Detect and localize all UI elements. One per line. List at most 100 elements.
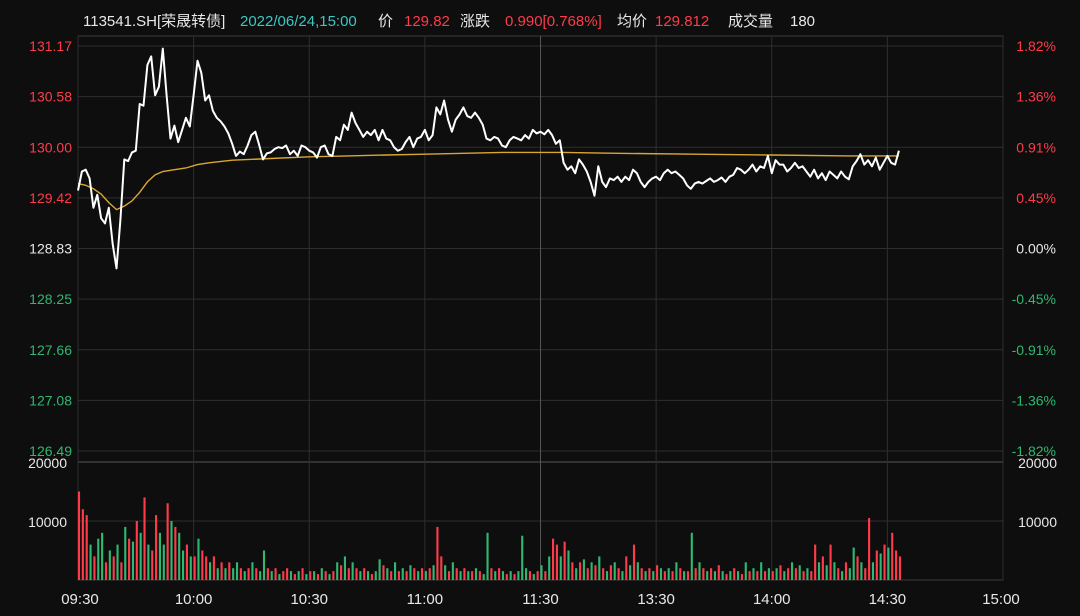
volume-bar [235,562,239,580]
volume-bar [748,571,751,580]
volume-bar [659,568,663,580]
volume-bar [756,571,759,580]
volume-bar [174,526,177,580]
price-tick-label: 128.25 [29,291,72,307]
volume-bar [363,568,366,580]
volume-bar [532,574,535,580]
price-tick-label: 126.49 [29,443,72,459]
volume-bar [336,562,339,580]
volume-bar [101,532,104,580]
volume-bar [151,550,154,580]
volume-bar [185,544,188,580]
volume-bar [644,571,647,580]
volume-bar [386,568,389,580]
volume-bar [663,571,666,580]
volume-bar [871,562,875,580]
volume-bar [332,571,335,580]
volume-bar [120,562,123,580]
volume-bar [575,568,578,580]
volume-bar [228,562,231,580]
volume-bar [467,571,470,580]
volume-bar [825,565,828,580]
volume-bar [841,571,844,580]
volume-bar [108,550,111,580]
pct-tick-label: 1.82% [1016,38,1056,54]
volume-bar [463,568,466,580]
price-tick-label: 129.42 [29,190,72,206]
volume-bar [605,571,609,580]
price-tick-label: 130.00 [29,139,72,155]
volume-bar [251,562,254,580]
volume-bar [178,532,181,580]
volume-bar [286,568,289,580]
volume-bar [359,571,362,580]
volume-bar [717,565,720,580]
volume-bar [667,568,670,580]
volume-bar [652,571,655,580]
volume-bar [790,562,794,580]
volume-bar [729,571,732,580]
volume-bar [875,550,878,580]
time-tick-label: 15:00 [982,591,1020,608]
volume-bar [640,568,643,580]
pct-tick-label: -0.45% [1012,291,1056,307]
volume-bar [155,515,158,580]
volume-bar [844,562,848,580]
volume-bar [255,568,258,580]
volume-bar [671,571,674,580]
volume-tick-label-left: 20000 [28,455,67,471]
volume-bar [81,509,84,580]
volume-bar [740,574,743,580]
volume-bar [613,562,616,580]
volume-bar [513,574,516,580]
volume-bar [166,503,169,580]
volume-bar [821,556,824,580]
price-line [77,47,900,270]
avg-price-line [77,151,899,211]
pct-tick-label: 0.00% [1016,241,1056,257]
pct-tick-label: -1.82% [1012,443,1056,459]
volume-bar [405,571,408,580]
volume-bar [698,562,701,580]
volume-bar [278,574,281,580]
volume-bar [767,568,770,580]
volume-bar [316,574,320,580]
volume-bar [775,568,778,580]
pct-tick-label: 0.91% [1016,139,1056,155]
time-tick-label: 09:30 [61,591,99,608]
volume-bar [189,556,192,580]
time-tick-label: 14:00 [753,591,791,608]
volume-bar [340,565,343,580]
volume-bar [837,568,840,580]
volume-bar [721,571,724,580]
volume-bar [447,571,451,580]
volume-bar [77,491,81,580]
volume-bar [162,544,165,580]
avg-price-label: 均价 [617,13,648,30]
volume-bar [771,571,774,580]
volume-bar [128,538,131,580]
volume-bar [582,559,585,580]
volume-bar [93,556,96,580]
volume-bar [586,568,589,580]
volume-bar [424,571,427,580]
volume-bar [440,556,443,580]
volume-bar [798,565,801,580]
volume-bar [471,571,474,580]
volume-bar [517,571,520,580]
volume-bar [455,568,458,580]
volume-bar [810,571,813,580]
volume-bar [656,565,659,580]
volume-bar [297,571,300,580]
volume-bar [690,532,693,580]
volume-bar [548,556,551,580]
volume-bar [262,550,266,580]
volume-bar [482,574,485,580]
volume-bar [544,571,547,580]
volume-bar [274,568,277,580]
volume-bar [420,568,424,580]
volume-bar [351,562,354,580]
volume-bar [829,544,832,580]
volume-bar [97,538,100,580]
